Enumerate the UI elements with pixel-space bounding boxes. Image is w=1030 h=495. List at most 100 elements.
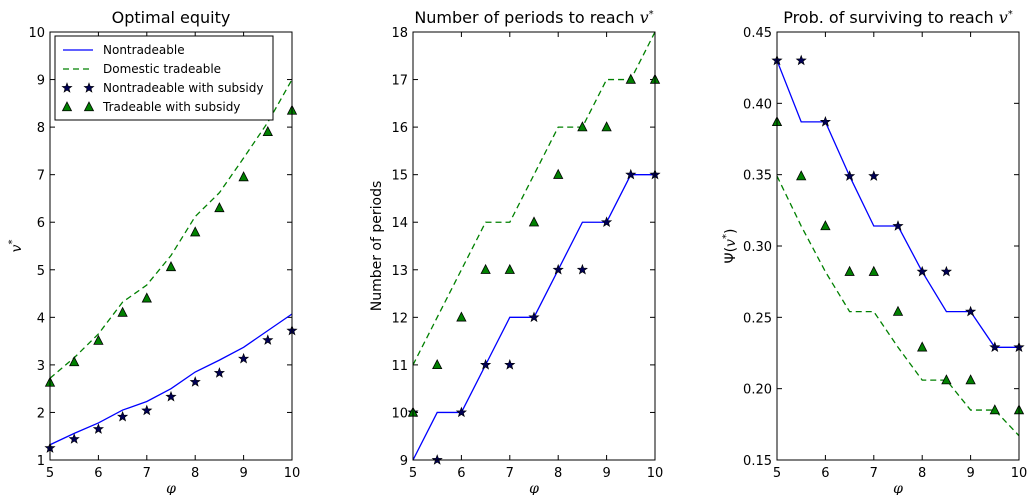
y-axis-label: v*: [7, 240, 25, 253]
tradeable-subsidy-point: [844, 265, 855, 276]
x-tick-label: 5: [46, 466, 54, 481]
y-tick-label: 9: [37, 74, 45, 89]
tradeable-subsidy-point: [214, 202, 225, 213]
nontradeable-series-line: [777, 60, 1019, 348]
y-tick-label: 2: [37, 406, 45, 421]
nontradeable-subsidy-point: [213, 367, 225, 378]
x-tick-label: 8: [191, 466, 199, 481]
y-tick-label: 9: [400, 454, 408, 469]
plot-area: [50, 79, 292, 446]
chart-panel-2: Number of periods to reach v* 5 6 7 8 9 10 9 10 1…: [369, 8, 663, 495]
tradeable-subsidy-point: [117, 306, 128, 317]
tradeable-subsidy-point: [504, 263, 515, 274]
nontradeable-subsidy-point: [576, 263, 588, 275]
y-tick-label: 0.15: [743, 454, 772, 469]
x-tick-label: 5: [409, 466, 417, 481]
x-axis-label: φ: [893, 481, 903, 495]
tradeable-subsidy-point: [93, 334, 104, 345]
x-tick-label: 7: [143, 466, 151, 481]
tradeable-subsidy-point: [965, 374, 976, 385]
chart-title: Prob. of surviving to reach v*: [783, 8, 1013, 27]
tradeable-subsidy-point: [892, 305, 904, 316]
tradeable-subsidy-point: [820, 220, 831, 231]
axes-frame: [49, 31, 293, 461]
legend-swatch-star: [83, 82, 95, 93]
y-tick-label: 5: [37, 264, 45, 279]
nontradeable-subsidy-point: [552, 263, 564, 275]
x-tick-label: 9: [602, 466, 610, 481]
nontradeable-subsidy-point: [141, 404, 153, 416]
chart-panel-3: Prob. of surviving to reach v* 5 6 7 8 9 10 0.1…: [721, 8, 1027, 495]
tradeable-subsidy-point: [796, 170, 807, 181]
nontradeable-subsidy-point: [92, 423, 104, 434]
y-axis-label: Ψ(v*): [721, 229, 739, 264]
legend-swatch-triangle: [61, 101, 73, 112]
plot-area: [413, 32, 655, 460]
nontradeable-subsidy-point: [844, 170, 856, 181]
y-tick-label: 8: [37, 121, 45, 136]
legend-label: Nontradeable with subsidy: [103, 81, 263, 95]
tradeable-subsidy-point: [941, 374, 952, 385]
nontradeable-subsidy-point: [819, 116, 831, 127]
tradeable-subsidy-point: [577, 121, 588, 132]
y-tick-label: 0.45: [743, 26, 772, 41]
tradeable-subsidy-point: [456, 311, 467, 322]
nontradeable-subsidy-point: [528, 311, 540, 323]
nontradeable-subsidy-point: [189, 376, 201, 387]
y-tick-label: 0.25: [743, 311, 772, 326]
domestic-tradeable-series-line: [50, 79, 292, 379]
nontradeable-subsidy-point: [892, 220, 904, 231]
tradeable-subsidy-point: [528, 216, 540, 227]
legend-label: Nontradeable: [103, 43, 185, 57]
y-tick-label: 0.30: [743, 240, 772, 255]
x-axis-label: φ: [529, 481, 539, 495]
legend-swatch-triangle: [83, 101, 95, 112]
nontradeable-subsidy-point: [117, 410, 129, 422]
x-tick-label: 9: [966, 466, 974, 481]
tradeable-subsidy-point: [190, 226, 201, 237]
tradeable-subsidy-point: [917, 341, 928, 352]
nontradeable-subsidy-point: [480, 359, 492, 370]
chart-panel-1: Optimal equity 5 6 7 8 9 10 1 2 3 4 5 6 7 8 9 10 φ v* Nontr…: [7, 8, 300, 495]
y-tick-label: 18: [391, 26, 408, 41]
x-tick-label: 9: [239, 466, 247, 481]
nontradeable-subsidy-point: [795, 54, 807, 66]
legend-label: Tradeable with subsidy: [102, 100, 240, 114]
x-tick-label: 7: [870, 466, 878, 481]
nontradeable-subsidy-point: [165, 390, 177, 402]
x-tick-label: 10: [1011, 466, 1028, 481]
domestic-tradeable-series-line: [777, 175, 1019, 437]
y-tick-label: 0.35: [743, 169, 772, 184]
nontradeable-subsidy-point: [262, 334, 274, 345]
axes-frame: [776, 31, 1020, 461]
nontradeable-subsidy-point: [989, 341, 1001, 353]
x-tick-label: 7: [506, 466, 514, 481]
tradeable-subsidy-point: [262, 125, 273, 137]
y-tick-label: 4: [37, 311, 45, 326]
y-tick-label: 12: [391, 311, 408, 326]
nontradeable-subsidy-point: [965, 305, 977, 317]
y-tick-label: 16: [391, 121, 408, 136]
x-tick-label: 6: [94, 466, 102, 481]
legend-label: Domestic tradeable: [103, 62, 221, 76]
tradeable-subsidy-point: [601, 121, 612, 132]
nontradeable-subsidy-point: [238, 352, 250, 364]
tradeable-subsidy-point: [238, 171, 249, 182]
nontradeable-subsidy-point: [68, 433, 80, 444]
tradeable-subsidy-point: [165, 261, 177, 272]
tradeable-subsidy-point: [480, 263, 491, 274]
y-tick-label: 0.40: [743, 97, 772, 112]
y-tick-label: 11: [391, 359, 408, 374]
y-tick-label: 10: [28, 26, 45, 41]
nontradeable-subsidy-point: [601, 216, 613, 227]
y-tick-label: 1: [37, 454, 45, 469]
axes-frame: [412, 31, 656, 461]
x-tick-label: 8: [918, 466, 926, 481]
y-tick-label: 7: [37, 169, 45, 184]
nontradeable-subsidy-point: [916, 265, 928, 277]
x-tick-label: 5: [773, 466, 781, 481]
chart-title: Optimal equity: [112, 8, 231, 27]
nontradeable-subsidy-point: [455, 406, 467, 418]
y-axis-label: Number of periods: [369, 181, 385, 312]
